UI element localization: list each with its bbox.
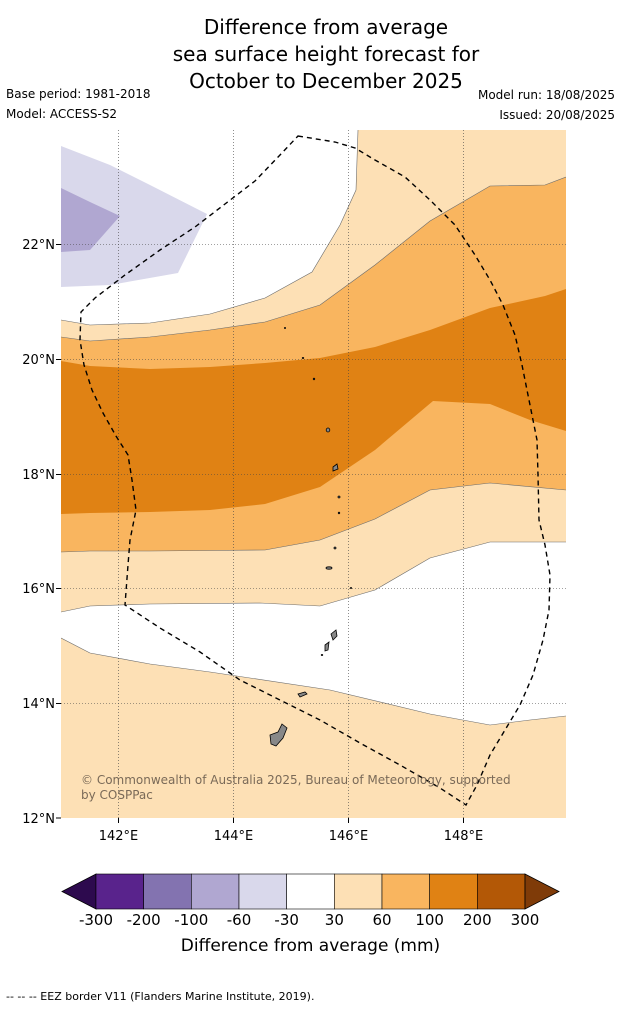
- colorbar-tick-label: 200: [463, 911, 492, 929]
- colorbar-tick-label: 300: [510, 911, 540, 929]
- island-rota: [297, 691, 308, 698]
- axis-ticks: [56, 244, 464, 823]
- colorbar-tick-label: 100: [415, 911, 444, 929]
- sea-height-contours: © Commonwealth of Australia 2025, Bureau…: [61, 130, 566, 818]
- island-medinilla: [349, 587, 352, 590]
- colorbar-tick-label: 30: [324, 911, 344, 929]
- title-line-1: Difference from average: [203, 15, 449, 39]
- island-alamagan: [337, 495, 341, 499]
- island-guam: [269, 723, 288, 747]
- island-farallon: [283, 326, 286, 329]
- colorbar-segment: [143, 873, 192, 910]
- colorbar-segment: [95, 873, 144, 910]
- island-saipan: [330, 629, 338, 641]
- copyright-line-1: © Commonwealth of Australia 2025, Bureau…: [81, 773, 511, 787]
- contour-100-200: [61, 289, 566, 514]
- gridlines: [61, 130, 566, 818]
- colorbar-tick-label: 60: [372, 911, 392, 929]
- lat-label-18: 18°N: [22, 468, 55, 483]
- island-asuncion: [312, 377, 316, 381]
- colorbar-segment: [477, 873, 526, 910]
- colorbar-segment: [381, 873, 430, 910]
- island-maug: [301, 356, 305, 359]
- island-small: [320, 654, 324, 657]
- colorbar-segment: [238, 873, 287, 910]
- colorbar-segment: [334, 873, 383, 910]
- colorbar-extend-high: [524, 873, 560, 910]
- axis-labels: 142°E 144°E 146°E 148°E 12°N 14°N 16°N 1…: [22, 238, 483, 844]
- colorbar-tick-label: -30: [274, 911, 299, 929]
- colorbar-title: Difference from average (mm): [180, 936, 441, 956]
- colorbar-tick-label: -300: [78, 911, 114, 929]
- colorbar: [61, 873, 560, 910]
- lat-label-22: 22°N: [22, 238, 55, 253]
- model-run: Model run: 18/08/2025: [477, 88, 615, 102]
- contour-neg-30: [61, 146, 207, 287]
- island-anatahan: [325, 566, 333, 570]
- issued-date: Issued: 20/08/2025: [499, 108, 615, 122]
- map-title: Difference from average sea surface heig…: [0, 14, 621, 95]
- title-line-2: sea surface height forecast for: [172, 42, 480, 66]
- colorbar-segment: [191, 873, 240, 910]
- colorbar-extend-low: [61, 873, 97, 910]
- lat-label-14: 14°N: [22, 697, 55, 712]
- lat-label-20: 20°N: [22, 353, 55, 368]
- colorbar-tick-label: -100: [174, 911, 209, 929]
- contour-lines: [61, 130, 566, 726]
- islands: [269, 326, 352, 747]
- colorbar-segment: [286, 873, 335, 910]
- model-name: Model: ACCESS-S2: [6, 107, 118, 121]
- title-line-3: October to December 2025: [189, 69, 463, 93]
- colorbar-segment: [429, 873, 478, 910]
- island-pagan: [332, 463, 339, 472]
- island-tinian: [324, 641, 330, 652]
- footer-note: -- -- -- EEZ border V11 (Flanders Marine…: [6, 990, 315, 1003]
- contour-neg-60: [61, 188, 120, 252]
- base-period: Base period: 1981-2018: [6, 87, 151, 101]
- copyright-line-2: by COSPPac: [81, 788, 153, 802]
- lon-label-146: 146°E: [329, 829, 369, 844]
- lat-label-12: 12°N: [22, 812, 55, 827]
- island-guguan: [337, 511, 341, 515]
- island-agrihan: [325, 427, 331, 433]
- lon-label-144: 144°E: [214, 829, 254, 844]
- lon-label-148: 148°E: [444, 829, 484, 844]
- island-sarigan: [333, 546, 337, 550]
- colorbar-tick-label: -60: [226, 911, 252, 929]
- colorbar-tick-label: -200: [126, 911, 161, 929]
- lat-label-16: 16°N: [22, 582, 55, 597]
- eez-border: [79, 135, 551, 806]
- lon-label-142: 142°E: [99, 829, 139, 844]
